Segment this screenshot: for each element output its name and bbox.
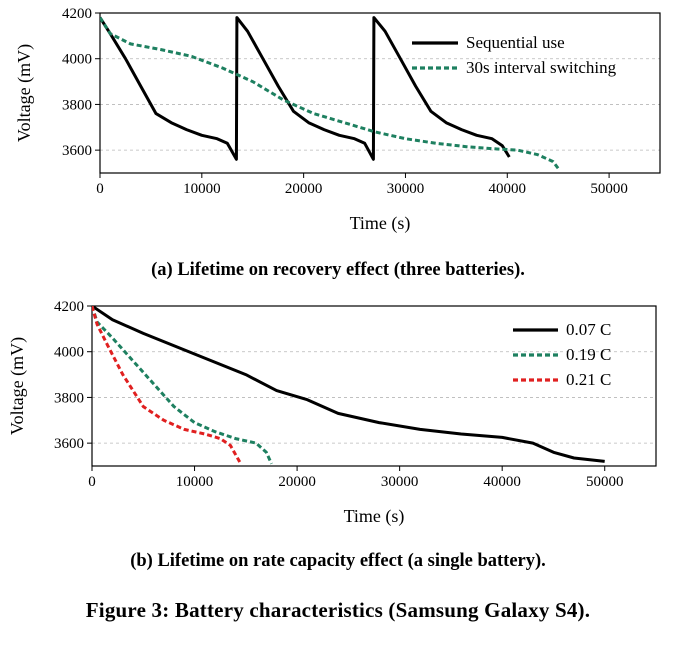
- x-tick-label: 50000: [590, 181, 628, 197]
- x-tick-label: 0: [96, 181, 104, 197]
- chart-b: 0 10000 20000 30000 40000 50000 3600 3800 4000 42…: [7, 299, 657, 527]
- series-line-1: [92, 306, 605, 463]
- x-tick-label: 40000: [489, 181, 527, 197]
- x-tick-label: 10000: [183, 181, 221, 197]
- plot-frame: [99, 12, 661, 174]
- x-axis-title: Time (s): [344, 506, 405, 527]
- figure-caption: Figure 3: Battery characteristics (Samsu…: [86, 598, 590, 622]
- y-tick-label: 3800: [54, 390, 84, 406]
- caption-b: (b) Lifetime on rate capacity effect (a …: [130, 551, 546, 571]
- x-tick-label: 20000: [285, 181, 323, 197]
- series-line-3: [92, 306, 243, 465]
- y-tick-label: 3600: [62, 143, 92, 159]
- legend-label-1: 0.07 C: [566, 320, 611, 339]
- plot-frame: [91, 305, 657, 467]
- x-tick-label: 30000: [381, 474, 419, 490]
- y-tick-label: 4000: [62, 52, 92, 68]
- y-tick-label: 4000: [54, 345, 84, 361]
- y-tick-label: 3600: [54, 436, 84, 452]
- x-tick-label: 20000: [278, 474, 316, 490]
- caption-a: (a) Lifetime on recovery effect (three b…: [151, 260, 525, 280]
- x-tick-label: 40000: [483, 474, 521, 490]
- x-tick-label: 30000: [387, 181, 425, 197]
- y-axis-title: Voltage (mV): [14, 44, 35, 142]
- series-line-2: [100, 16, 560, 170]
- y-axis-title: Voltage (mV): [7, 337, 28, 435]
- y-tick-label: 3800: [62, 97, 92, 113]
- series-line-2: [92, 306, 273, 465]
- x-axis-title: Time (s): [350, 213, 411, 234]
- y-tick-label: 4200: [62, 6, 92, 22]
- x-tick-label: 0: [88, 474, 96, 490]
- x-tick-label: 50000: [586, 474, 624, 490]
- x-tick-label: 10000: [176, 474, 214, 490]
- y-tick-label: 4200: [54, 299, 84, 315]
- series-line-1: [100, 16, 511, 161]
- legend-label-2: 0.19 C: [566, 345, 611, 364]
- legend-label-2: 30s interval switching: [466, 58, 617, 77]
- legend-label-1: Sequential use: [466, 33, 565, 52]
- legend-label-3: 0.21 C: [566, 370, 611, 389]
- chart-a: 0 10000 20000 30000 40000 50000 3600 3800 4000 42…: [14, 6, 661, 234]
